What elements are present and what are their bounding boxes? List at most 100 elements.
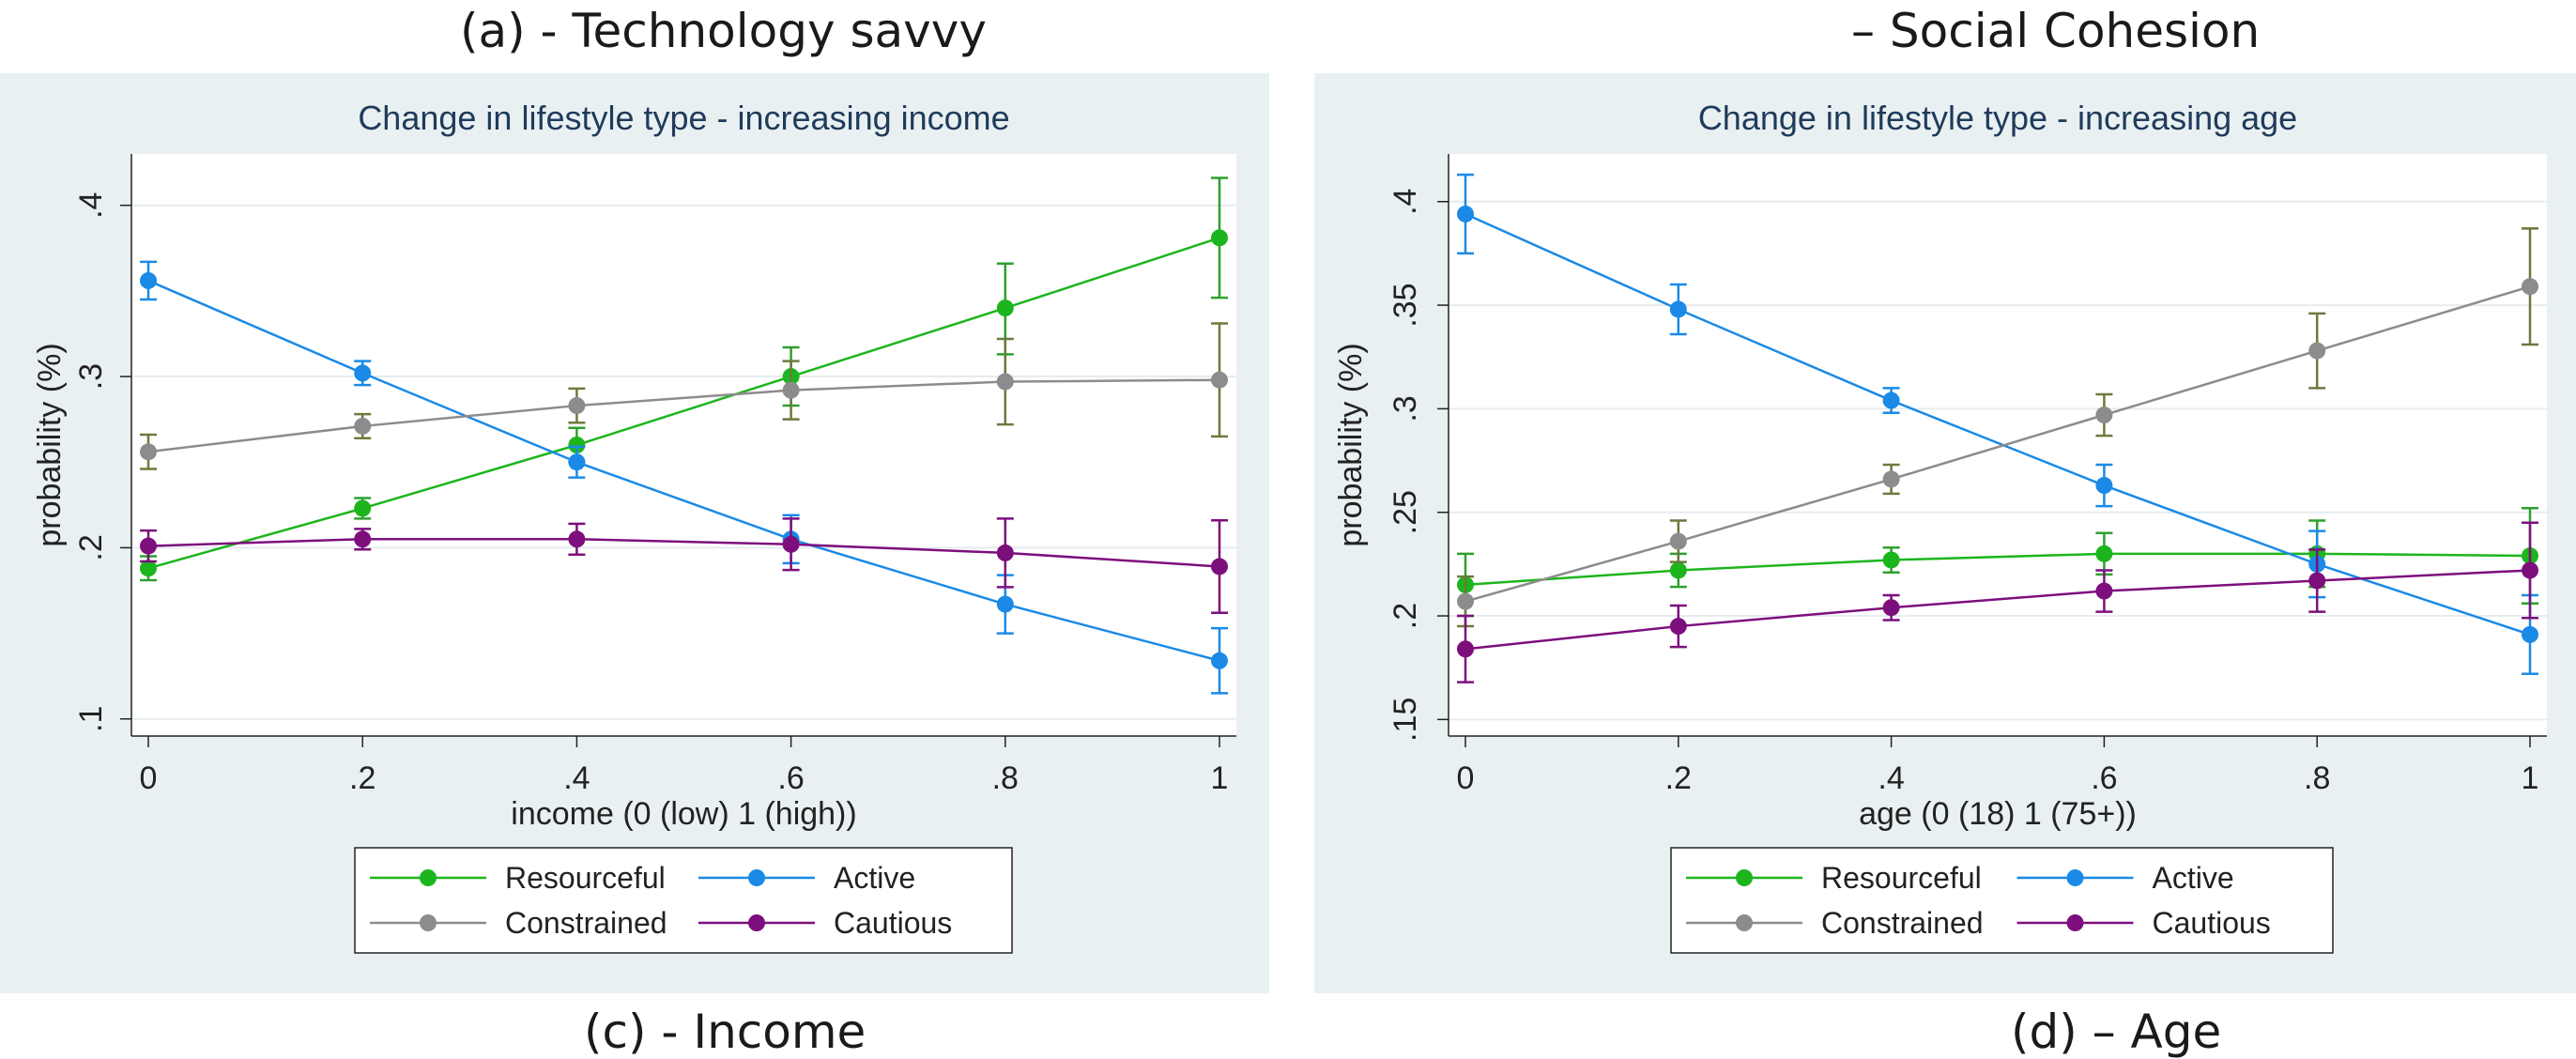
series-constrained bbox=[140, 322, 1228, 470]
data-point-active bbox=[1211, 652, 1228, 669]
data-point-cautious bbox=[2308, 572, 2326, 590]
y-tick-label: .2 bbox=[1388, 603, 1423, 629]
data-point-constrained bbox=[782, 381, 800, 399]
data-point-resourceful bbox=[568, 437, 586, 453]
legend-label: Cautious bbox=[2153, 906, 2271, 940]
legend-swatch-marker bbox=[2066, 869, 2084, 886]
data-point-cautious bbox=[140, 537, 157, 555]
series-line-resourceful bbox=[1464, 552, 2531, 587]
legend-swatch-marker bbox=[420, 914, 437, 931]
legend-swatch-marker bbox=[1736, 869, 1753, 886]
legend-swatch-marker bbox=[748, 869, 765, 886]
caption-technology-savvy: (a) - Technology savvy bbox=[460, 4, 987, 58]
data-point-constrained bbox=[996, 373, 1014, 391]
data-point-constrained bbox=[2522, 278, 2538, 296]
legend-label: Constrained bbox=[505, 906, 667, 940]
series-line-active bbox=[147, 279, 1220, 662]
data-point-constrained bbox=[1457, 592, 1474, 610]
series-line-cautious bbox=[147, 538, 1220, 568]
legend-item-resourceful: Resourceful bbox=[370, 861, 666, 895]
y-tick-label: .15 bbox=[1388, 698, 1423, 742]
legend-item-resourceful: Resourceful bbox=[1686, 861, 1982, 895]
legend-label: Active bbox=[834, 861, 915, 895]
caption-age: (d) – Age bbox=[2011, 1005, 2222, 1059]
data-point-constrained bbox=[354, 417, 372, 435]
legend-item-cautious: Cautious bbox=[698, 906, 952, 940]
data-point-cautious bbox=[1669, 618, 1687, 636]
series-line-cautious bbox=[1464, 569, 2531, 651]
caption-social-cohesion: – Social Cohesion bbox=[1795, 4, 2260, 58]
series-resourceful bbox=[140, 176, 1228, 582]
data-point-cautious bbox=[2522, 561, 2538, 579]
x-tick-label: .2 bbox=[1665, 760, 1692, 796]
y-tick-label: .3 bbox=[1388, 395, 1423, 422]
series-cautious bbox=[140, 517, 1228, 614]
data-point-active bbox=[1882, 391, 1900, 409]
data-point-active bbox=[2522, 625, 2538, 643]
data-point-resourceful bbox=[140, 560, 157, 577]
x-tick-label: .6 bbox=[2091, 760, 2117, 796]
legend-item-constrained: Constrained bbox=[1686, 906, 1984, 940]
data-point-constrained bbox=[1211, 371, 1228, 389]
data-point-constrained bbox=[1882, 470, 1900, 488]
series-line-active bbox=[1464, 212, 2531, 637]
data-point-active bbox=[354, 364, 372, 382]
x-tick-label: 1 bbox=[1211, 760, 1229, 796]
caption-social-cohesion-text: – Social Cohesion bbox=[1851, 4, 2261, 58]
plot-area bbox=[131, 154, 1236, 736]
x-axis-label: age (0 (18) 1 (75+)) bbox=[1859, 796, 2137, 832]
x-tick-label: .4 bbox=[563, 760, 590, 796]
x-tick-label: 1 bbox=[2522, 760, 2539, 796]
chart-title: Change in lifestyle type - increasing in… bbox=[358, 99, 1009, 137]
data-point-constrained bbox=[140, 443, 157, 461]
data-point-resourceful bbox=[996, 299, 1014, 317]
data-point-constrained bbox=[1669, 532, 1687, 550]
legend-item-active: Active bbox=[2016, 861, 2234, 895]
data-point-constrained bbox=[2308, 342, 2326, 360]
chart-panel-age: .15 .2 .25 .3 .35 .4 0 .2 .4 .6 .8 1 Change in lifes… bbox=[1314, 73, 2576, 993]
legend-item-cautious: Cautious bbox=[2016, 906, 2271, 940]
series-cautious bbox=[1457, 521, 2538, 683]
y-axis-label: probability (%) bbox=[32, 343, 68, 546]
chart-title: Change in lifestyle type - increasing ag… bbox=[1698, 99, 2297, 137]
data-point-resourceful bbox=[1211, 229, 1228, 247]
data-point-active bbox=[1669, 300, 1687, 318]
x-tick-label: .4 bbox=[1878, 760, 1904, 796]
legend-swatch-marker bbox=[748, 914, 765, 931]
y-tick-label: .2 bbox=[73, 534, 109, 560]
y-tick-label: .1 bbox=[73, 706, 109, 732]
data-point-active bbox=[996, 595, 1014, 613]
data-point-resourceful bbox=[354, 499, 372, 517]
data-point-cautious bbox=[996, 544, 1014, 561]
x-tick-label: .8 bbox=[2304, 760, 2330, 796]
data-point-resourceful bbox=[2095, 545, 2113, 562]
legend-swatch-marker bbox=[420, 869, 437, 886]
data-point-active bbox=[568, 453, 586, 471]
x-tick-label: .6 bbox=[777, 760, 804, 796]
x-axis-label: income (0 (low) 1 (high)) bbox=[511, 796, 856, 832]
x-tick-label: .8 bbox=[992, 760, 1019, 796]
data-point-active bbox=[2095, 477, 2113, 495]
data-point-cautious bbox=[1211, 558, 1228, 576]
series-line-resourceful bbox=[147, 237, 1220, 570]
series-line-constrained bbox=[1464, 285, 2531, 603]
legend-box bbox=[354, 847, 1013, 954]
y-tick-label: .25 bbox=[1388, 490, 1423, 534]
data-point-cautious bbox=[354, 530, 372, 548]
data-point-active bbox=[140, 271, 157, 289]
plot-area bbox=[1449, 154, 2547, 736]
legend-item-active: Active bbox=[698, 861, 915, 895]
legend-label: Resourceful bbox=[505, 861, 666, 895]
y-tick-label: .4 bbox=[1388, 189, 1423, 215]
legend-box bbox=[1670, 847, 2334, 954]
data-point-cautious bbox=[568, 530, 586, 548]
chart-age: .15 .2 .25 .3 .35 .4 0 .2 .4 .6 .8 1 Change in lifes… bbox=[1333, 99, 2547, 954]
series-line-constrained bbox=[147, 378, 1220, 453]
x-tick-label: 0 bbox=[140, 760, 158, 796]
chart-panel-income: .1 .2 .3 .4 0 .2 .4 .6 .8 1 Change in lifestyle ty… bbox=[0, 73, 1269, 993]
data-point-constrained bbox=[568, 397, 586, 415]
y-axis-label: probability (%) bbox=[1333, 343, 1369, 546]
series-constrained bbox=[1457, 227, 2538, 628]
caption-income: (c) - Income bbox=[584, 1005, 866, 1059]
data-point-cautious bbox=[1457, 640, 1474, 658]
